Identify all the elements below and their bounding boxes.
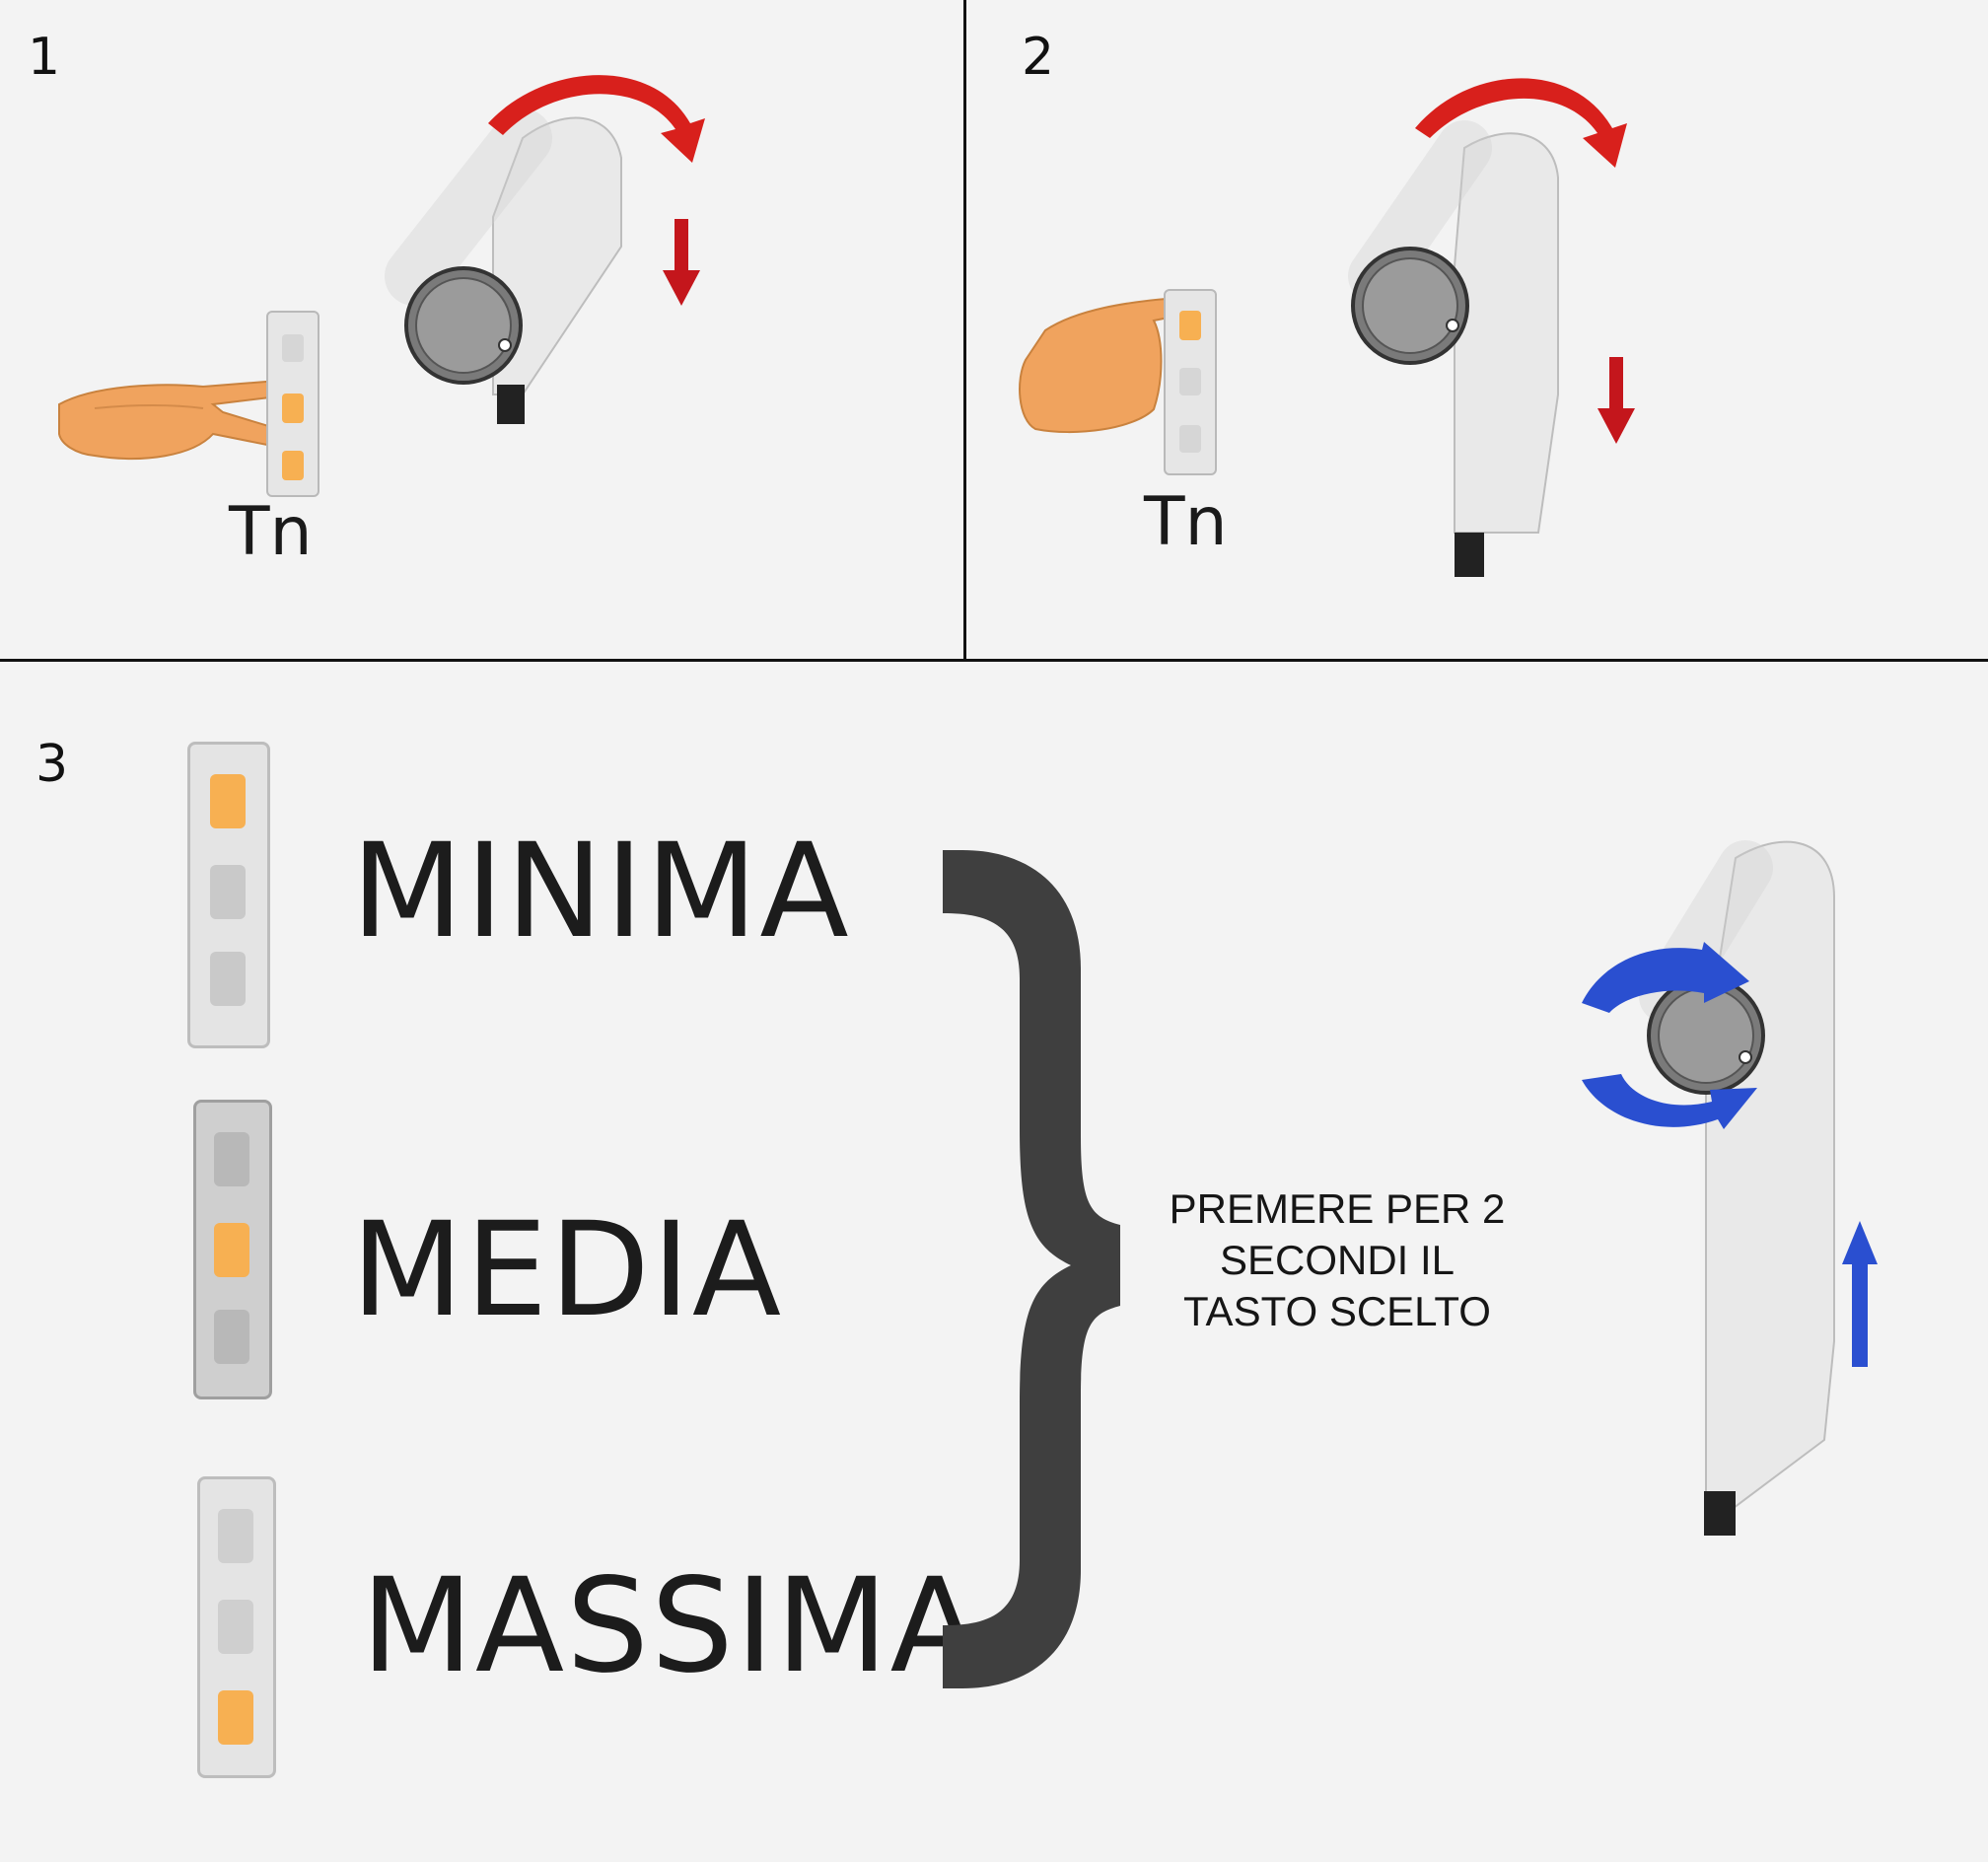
instruction-text: PREMERE PER 2 SECONDI IL TASTO SCELTO [1130, 1183, 1544, 1337]
stop-key[interactable] [218, 1600, 253, 1654]
instruction-line-3: TASTO SCELTO [1183, 1288, 1491, 1334]
vertical-divider [963, 0, 966, 661]
remote-minima-icon[interactable] [187, 742, 270, 1048]
remote-massima-icon[interactable] [197, 1476, 276, 1778]
level-label-minima: MINIMA [351, 816, 851, 967]
stop-key[interactable] [1179, 368, 1201, 395]
up-key[interactable] [218, 1509, 253, 1563]
down-key[interactable] [214, 1310, 249, 1364]
up-key[interactable] [214, 1132, 249, 1186]
stop-key[interactable] [210, 865, 246, 919]
panel-2-button-label: Tn [1144, 483, 1228, 561]
panel-1-number: 1 [28, 28, 61, 87]
panel-2-rotation-arrow-icon [1415, 78, 1627, 168]
panel-1-roller-tube-icon [385, 108, 622, 424]
down-key[interactable] [210, 952, 246, 1006]
level-label-massima: MASSIMA [361, 1550, 981, 1702]
blue-rotation-arrow-icon [1582, 942, 1757, 1129]
down-key[interactable] [1179, 425, 1201, 453]
panel-1-button-label: Tn [229, 493, 313, 571]
panel-2-arrow-down-icon [1598, 357, 1635, 444]
panel-2-number: 2 [1022, 28, 1055, 87]
panel-3-number: 3 [36, 735, 69, 794]
panel-3-arrow-up-icon [1842, 1221, 1878, 1367]
horizontal-divider [0, 659, 1988, 662]
level-label-media: MEDIA [351, 1194, 784, 1346]
instruction-line-2: SECONDI IL [1219, 1237, 1456, 1283]
panel-2-hand-icon [1019, 295, 1203, 434]
panel-1-hand-icon [58, 379, 295, 461]
curly-brace [943, 850, 1120, 1688]
panel-2-remote-icon[interactable] [1164, 289, 1217, 475]
down-key[interactable] [282, 451, 304, 480]
panel-1-remote-icon[interactable] [266, 311, 320, 497]
up-key[interactable] [210, 774, 246, 828]
panel-1-rotation-arrow-icon [488, 75, 705, 163]
stop-key[interactable] [214, 1223, 249, 1277]
stop-key[interactable] [282, 394, 304, 423]
panel-2-roller-tube-icon [1348, 120, 1559, 577]
remote-media-icon[interactable] [193, 1100, 272, 1399]
up-key[interactable] [1179, 311, 1201, 340]
up-key[interactable] [282, 334, 304, 362]
panel-3-roller-tube-icon [1639, 840, 1835, 1536]
panel-1-arrow-down-icon [663, 219, 700, 306]
down-key[interactable] [218, 1690, 253, 1745]
instruction-line-1: PREMERE PER 2 [1169, 1185, 1506, 1232]
